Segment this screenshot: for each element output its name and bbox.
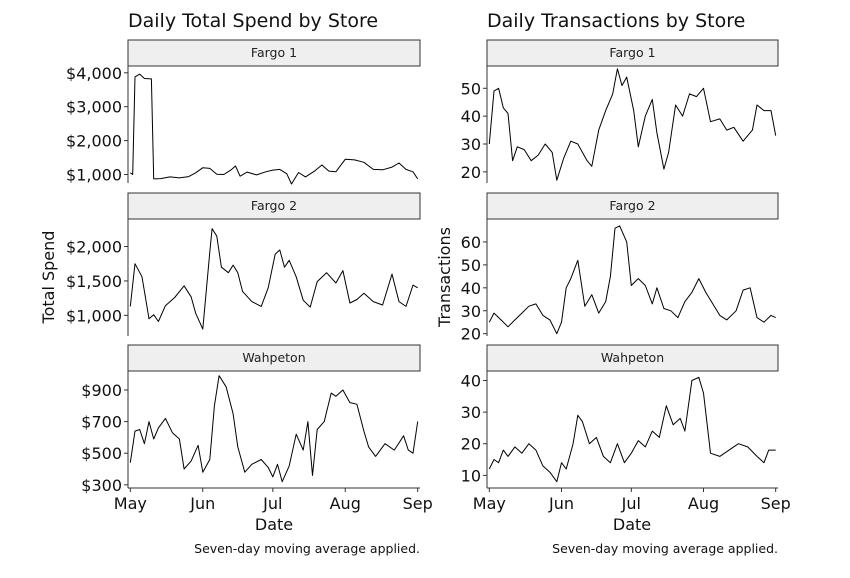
y-tick-label: 40 bbox=[461, 279, 481, 298]
series-line bbox=[488, 68, 777, 181]
chart-title: Daily Total Spend by Store bbox=[128, 10, 378, 32]
facet-fargo-2: Fargo 2 $1,000 $1,500 $2,000 bbox=[66, 192, 421, 336]
x-tick-label: Sep bbox=[403, 494, 433, 513]
x-tick-label: Aug bbox=[330, 494, 361, 513]
x-tick-label: Aug bbox=[688, 494, 719, 513]
facet-fargo-2: Fargo 2 20 30 40 50 60 bbox=[461, 192, 779, 344]
y-tick-label: 40 bbox=[461, 107, 481, 126]
series-line bbox=[488, 225, 776, 335]
facet-strip-label: Wahpeton bbox=[601, 350, 664, 365]
y-axis-label: Transactions bbox=[435, 227, 454, 328]
series-line bbox=[129, 228, 418, 330]
y-tick-label: $4,000 bbox=[66, 64, 122, 83]
y-tick-label: $2,000 bbox=[66, 132, 122, 151]
y-tick-label: 10 bbox=[461, 466, 481, 485]
y-tick-label: 30 bbox=[461, 135, 481, 154]
y-tick-label: $2,000 bbox=[66, 238, 122, 257]
facet-wahpeton: Wahpeton 10 20 30 40 May Jun Jul Aug Sep bbox=[461, 344, 791, 513]
facet-wahpeton: Wahpeton $300 $500 $700 $900 May Jun Jul Aug Sep bbox=[81, 344, 433, 513]
chart-2: Daily Transactions by Store Fargo 1 20 30 40… bbox=[435, 10, 791, 556]
x-tick-label: Jul bbox=[262, 494, 282, 513]
facet-strip-label: Wahpeton bbox=[242, 350, 305, 365]
x-axis-label: Date bbox=[613, 515, 651, 534]
y-axis-label: Total Spend bbox=[39, 231, 58, 325]
x-tick-label: Jun bbox=[189, 494, 215, 513]
series-line bbox=[130, 73, 419, 185]
facet-strip-label: Fargo 2 bbox=[251, 198, 297, 213]
y-tick-label: 40 bbox=[461, 371, 481, 390]
x-tick-label: May bbox=[114, 494, 147, 513]
y-tick-label: $1,500 bbox=[66, 272, 122, 291]
y-tick-label: $900 bbox=[81, 381, 122, 400]
y-tick-label: 50 bbox=[461, 256, 481, 275]
y-tick-label: 50 bbox=[461, 79, 481, 98]
chart-caption: Seven-day moving average applied. bbox=[552, 541, 778, 556]
series-line bbox=[129, 375, 419, 483]
chart-title: Daily Transactions by Store bbox=[487, 10, 745, 32]
y-tick-label: $1,000 bbox=[66, 306, 122, 325]
y-tick-label: 20 bbox=[461, 435, 481, 454]
facet-strip-label: Fargo 1 bbox=[251, 45, 297, 60]
facet-strip bbox=[127, 192, 421, 220]
y-tick-label: $300 bbox=[81, 476, 122, 495]
y-tick-label: 30 bbox=[461, 403, 481, 422]
facet-strip bbox=[127, 39, 421, 67]
x-axis-label: Date bbox=[255, 515, 293, 534]
y-tick-label: $3,000 bbox=[66, 98, 122, 117]
facet-strip-label: Fargo 1 bbox=[609, 45, 655, 60]
y-tick-label: 20 bbox=[461, 325, 481, 344]
y-tick-label: $500 bbox=[81, 444, 122, 463]
x-tick-label: May bbox=[473, 494, 506, 513]
chart-1: Daily Total Spend by Store Fargo 1 $1,000 $… bbox=[39, 10, 433, 556]
y-tick-label: 30 bbox=[461, 302, 481, 321]
y-tick-label: 20 bbox=[461, 163, 481, 182]
facet-strip bbox=[486, 344, 779, 372]
facet-fargo-1: Fargo 1 $1,000 $2,000 $3,000 $4,000 bbox=[66, 39, 421, 185]
y-tick-label: $1,000 bbox=[66, 166, 122, 185]
x-tick-label: Jul bbox=[621, 494, 641, 513]
y-tick-label: 60 bbox=[461, 233, 481, 252]
facet-strip-label: Fargo 2 bbox=[609, 198, 655, 213]
facet-fargo-1: Fargo 1 20 30 40 50 bbox=[461, 39, 779, 183]
chart-caption: Seven-day moving average applied. bbox=[194, 541, 420, 556]
series-line bbox=[488, 376, 776, 483]
facet-strip bbox=[486, 39, 779, 67]
x-tick-label: Jun bbox=[548, 494, 574, 513]
y-tick-label: $700 bbox=[81, 413, 122, 432]
x-tick-label: Sep bbox=[761, 494, 791, 513]
facet-strip bbox=[486, 192, 779, 220]
facet-strip bbox=[127, 344, 421, 372]
